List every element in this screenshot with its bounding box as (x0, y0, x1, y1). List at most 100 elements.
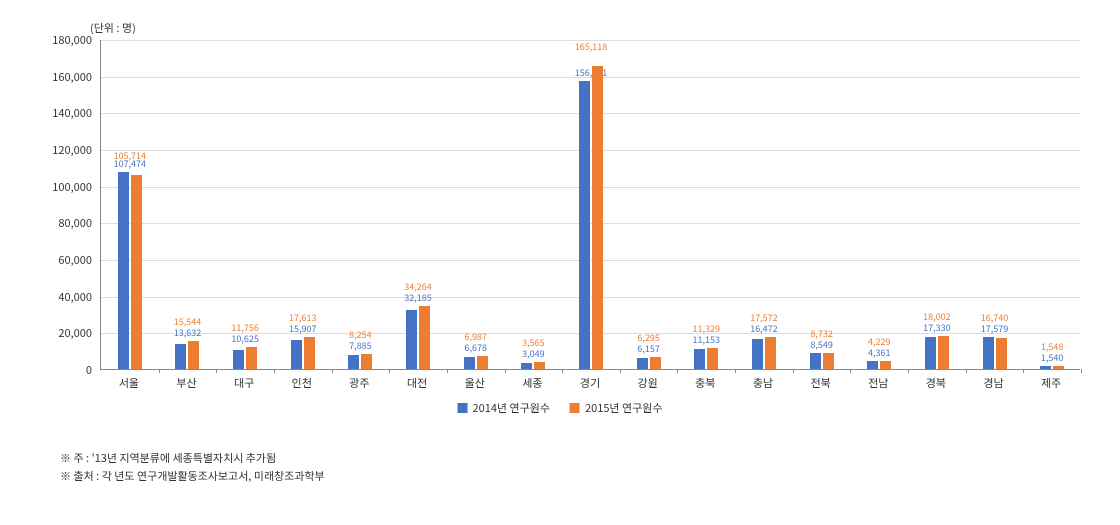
x-tick-mark (908, 369, 909, 373)
legend-swatch-2015 (570, 403, 580, 413)
x-category-label: 강원 (638, 375, 658, 391)
bar-label-2015: 8,732 (810, 327, 832, 340)
y-tick-label: 40,000 (30, 289, 100, 305)
bar-2015: 4,229 (880, 361, 891, 369)
bar-label-2015: 165,118 (575, 40, 607, 53)
x-category-label: 충북 (695, 375, 715, 391)
x-category-label: 울산 (465, 375, 485, 391)
bar-2014: 16,472 (752, 339, 763, 369)
y-axis: 020,00040,00060,00080,000100,000120,0001… (20, 40, 100, 370)
bar-2015: 11,756 (246, 347, 257, 369)
y-tick-label: 120,000 (30, 142, 100, 158)
x-category-label: 서울 (119, 375, 139, 391)
bar-group: 13,63215,544 (175, 341, 199, 369)
legend-label-2015: 2015년 연구원수 (585, 400, 662, 416)
bar-2015: 17,613 (304, 337, 315, 369)
bar-label-2015: 105,714 (114, 149, 146, 162)
bar-2014: 8,549 (810, 353, 821, 369)
bar-group: 11,15311,329 (694, 348, 718, 369)
x-tick-mark (966, 369, 967, 373)
y-tick-label: 160,000 (30, 69, 100, 85)
footnote-1: ※ 주 : '13년 지역분류에 세종특별자치시 추가됨 (60, 450, 1100, 468)
y-tick-label: 0 (30, 362, 100, 378)
bar-label-2015: 8,254 (349, 328, 371, 341)
researcher-count-chart: (단위 : 명) 020,00040,00060,00080,000100,00… (20, 20, 1100, 420)
x-tick-mark (735, 369, 736, 373)
bar-2014: 6,678 (464, 357, 475, 369)
x-tick-mark (332, 369, 333, 373)
bar-label-2015: 18,002 (923, 310, 950, 323)
x-category-label: 경북 (926, 375, 946, 391)
bar-2014: 107,474 (118, 172, 129, 369)
bar-2015: 16,740 (996, 338, 1007, 369)
bar-group: 17,57916,740 (983, 337, 1007, 369)
y-tick-label: 140,000 (30, 105, 100, 121)
x-tick-mark (159, 369, 160, 373)
bar-group: 1,5401,548 (1040, 366, 1064, 369)
bar-2015: 1,548 (1053, 366, 1064, 369)
bar-2015: 8,254 (361, 354, 372, 369)
legend-item-2014: 2014년 연구원수 (458, 400, 550, 416)
x-category-label: 대구 (234, 375, 254, 391)
bar-label-2015: 6,987 (464, 330, 486, 343)
legend-item-2015: 2015년 연구원수 (570, 400, 662, 416)
legend-label-2014: 2014년 연구원수 (473, 400, 550, 416)
legend: 2014년 연구원수 2015년 연구원수 (458, 400, 663, 416)
bar-group: 6,6786,987 (464, 356, 488, 369)
bar-2014: 15,907 (291, 340, 302, 369)
bar-group: 3,0493,565 (521, 362, 545, 369)
bar-2015: 6,987 (477, 356, 488, 369)
bar-label-2015: 17,613 (289, 311, 316, 324)
bar-group: 7,8858,254 (348, 354, 372, 369)
plot-area: 107,474105,71413,63215,54410,62511,75615… (100, 40, 1080, 370)
y-tick-label: 20,000 (30, 325, 100, 341)
x-tick-mark (562, 369, 563, 373)
x-category-label: 경기 (580, 375, 600, 391)
bar-2015: 105,714 (131, 175, 142, 369)
bar-group: 15,90717,613 (291, 337, 315, 369)
x-tick-mark (677, 369, 678, 373)
bar-2015: 34,264 (419, 306, 430, 369)
bar-2014: 4,361 (867, 361, 878, 369)
bar-2015: 6,295 (650, 357, 661, 369)
bar-label-2015: 16,740 (981, 311, 1008, 324)
bar-2015: 165,118 (592, 66, 603, 369)
x-category-label: 대전 (407, 375, 427, 391)
bar-label-2015: 11,756 (231, 321, 258, 334)
bar-label-2015: 17,572 (750, 311, 777, 324)
x-category-label: 경남 (983, 375, 1003, 391)
bar-2014: 156,871 (579, 81, 590, 369)
x-category-label: 인천 (292, 375, 312, 391)
bar-label-2015: 11,329 (693, 322, 720, 335)
bar-label-2015: 4,229 (868, 335, 890, 348)
x-tick-mark (216, 369, 217, 373)
x-tick-mark (1023, 369, 1024, 373)
x-tick-mark (1081, 369, 1082, 373)
x-category-label: 세종 (522, 375, 542, 391)
x-tick-mark (850, 369, 851, 373)
bar-group: 16,47217,572 (752, 337, 776, 369)
bar-2015: 11,329 (707, 348, 718, 369)
bar-2014: 32,185 (406, 310, 417, 369)
bar-group: 6,1576,295 (637, 357, 661, 369)
bar-label-2015: 34,264 (404, 280, 431, 293)
bar-2014: 17,330 (925, 337, 936, 369)
bar-2014: 1,540 (1040, 366, 1051, 369)
x-tick-mark (505, 369, 506, 373)
legend-swatch-2014 (458, 403, 468, 413)
bar-group: 8,5498,732 (810, 353, 834, 369)
bar-group: 32,18534,264 (406, 306, 430, 369)
bar-label-2015: 1,548 (1041, 340, 1063, 353)
bar-2015: 8,732 (823, 353, 834, 369)
y-tick-label: 180,000 (30, 32, 100, 48)
bar-2015: 3,565 (534, 362, 545, 369)
y-tick-label: 60,000 (30, 252, 100, 268)
bar-label-2015: 3,565 (522, 336, 544, 349)
x-tick-mark (447, 369, 448, 373)
x-category-label: 광주 (349, 375, 369, 391)
y-tick-label: 100,000 (30, 179, 100, 195)
x-tick-mark (389, 369, 390, 373)
bar-2015: 17,572 (765, 337, 776, 369)
bar-group: 10,62511,756 (233, 347, 257, 369)
bar-label-2015: 15,544 (174, 315, 201, 328)
